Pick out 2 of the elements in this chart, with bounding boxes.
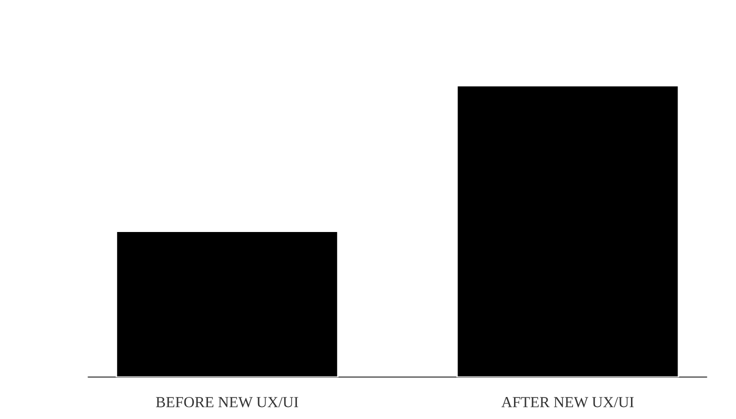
x-tick-label: AFTER NEW UX/UI <box>501 397 634 408</box>
x-tick-label: BEFORE NEW UX/UI <box>156 397 298 408</box>
